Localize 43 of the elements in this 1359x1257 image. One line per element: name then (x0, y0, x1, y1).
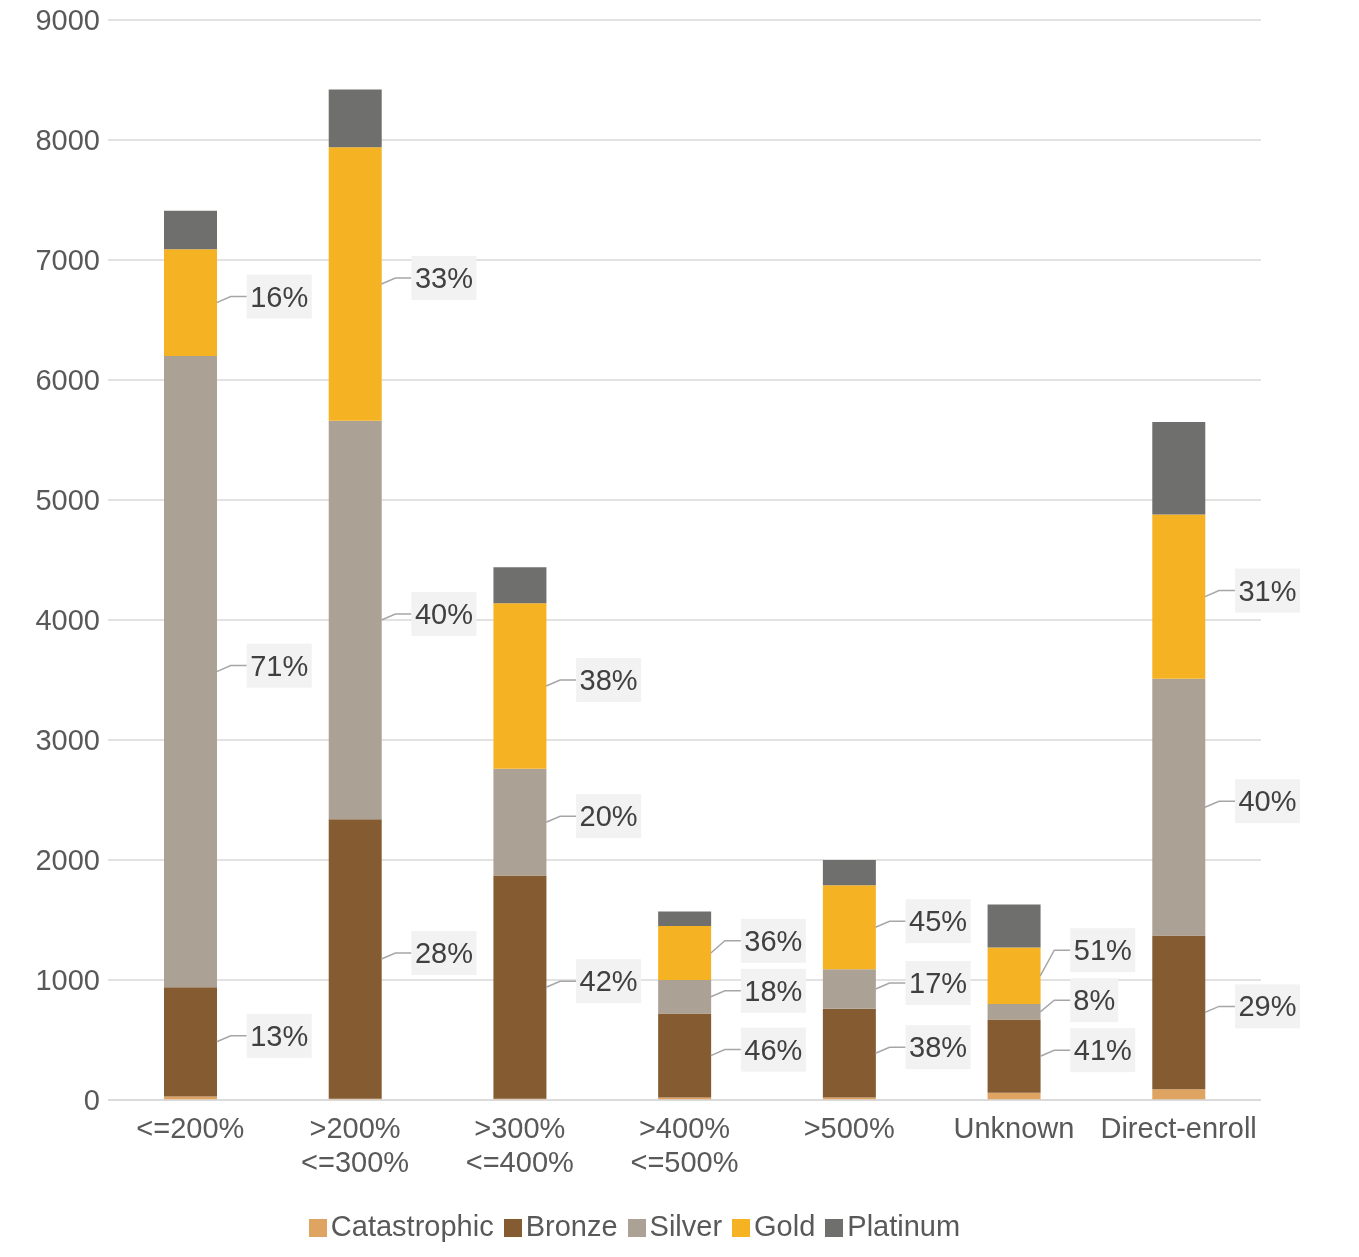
y-tick-label: 6000 (35, 364, 100, 397)
annotation: 38% (909, 1031, 968, 1064)
y-tick-label: 1000 (35, 964, 100, 997)
x-tick-label: >400% <=500% (630, 1112, 739, 1178)
y-tick-label: 8000 (35, 124, 100, 157)
legend-label: Platinum (847, 1210, 961, 1242)
y-tick-label: 4000 (35, 604, 100, 637)
annotation: 36% (744, 924, 803, 957)
x-tick-label: Direct-enroll (1100, 1112, 1257, 1144)
y-tick-label: 0 (83, 1084, 100, 1117)
x-tick-label: >300% <=400% (465, 1112, 574, 1178)
annotation: 51% (1073, 934, 1132, 967)
annotation: 46% (744, 1033, 803, 1066)
x-tick-label: Unknown (953, 1112, 1075, 1144)
annotation: 28% (414, 937, 473, 969)
legend-label: Silver (649, 1210, 723, 1242)
annotation: 33% (414, 262, 473, 294)
annotation: 38% (579, 664, 638, 696)
legend-label: Catastrophic (330, 1210, 494, 1242)
y-tick-label: 7000 (35, 244, 100, 277)
y-tick-label: 2000 (35, 844, 100, 877)
legend-label: Gold (754, 1210, 816, 1242)
annotation: 29% (1238, 990, 1297, 1023)
annotation: 71% (250, 649, 309, 682)
annotation: 45% (909, 905, 968, 938)
annotation: 42% (579, 965, 638, 998)
annotation: 16% (250, 280, 309, 313)
annotation: 41% (1073, 1034, 1132, 1067)
y-tick-label: 5000 (35, 484, 100, 517)
y-tick-label: 9000 (35, 4, 100, 37)
legend-label: Bronze (525, 1210, 618, 1242)
annotation: 13% (250, 1019, 309, 1052)
annotation: 31% (1238, 574, 1297, 607)
y-tick-label: 3000 (35, 724, 100, 757)
x-tick-label: >200% <=300% (301, 1112, 410, 1178)
annotation: 20% (579, 800, 638, 833)
annotation: 40% (1238, 785, 1297, 818)
annotation: 8% (1073, 984, 1116, 1017)
x-tick-label: >500% (803, 1112, 895, 1144)
annotation: 18% (744, 974, 803, 1007)
annotation: 40% (414, 598, 473, 630)
annotation: 17% (909, 967, 968, 999)
x-tick-label: <=200% (136, 1112, 245, 1144)
